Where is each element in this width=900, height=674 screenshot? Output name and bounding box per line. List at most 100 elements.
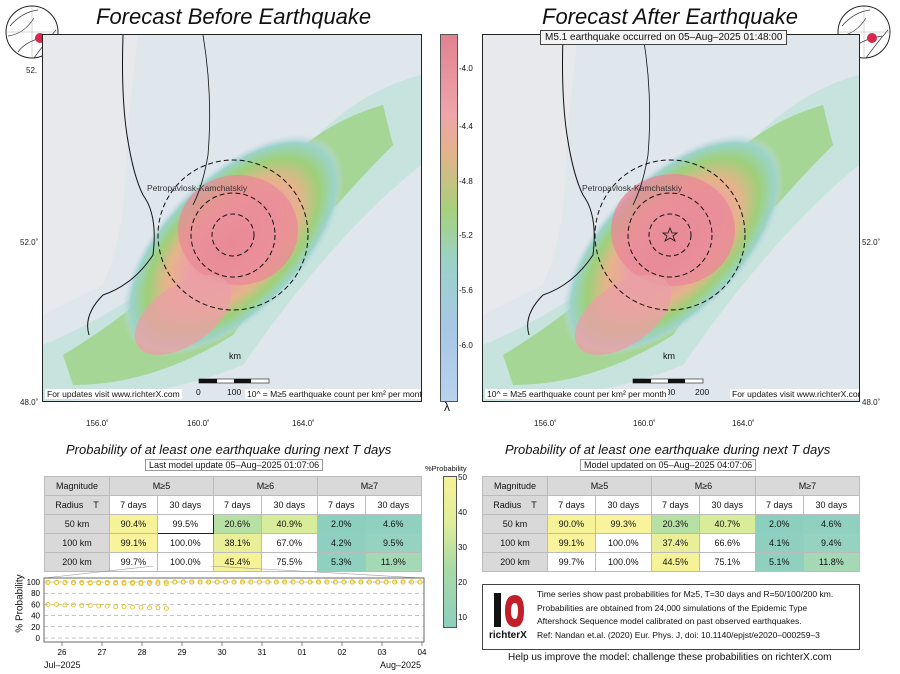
prob-cbar-tick: 10 [458, 613, 467, 622]
prob-cbar-tick: 20 [458, 578, 467, 587]
ts-point-series-3 [147, 605, 152, 611]
left-lat-tick-52: 52.0˚ [20, 238, 39, 247]
right-cell: 100.0% [594, 533, 652, 553]
right-table-hdr-radius-T: Radius T [482, 495, 548, 515]
probability-colorbar [443, 476, 457, 628]
right-updates-note: For updates visit www.richterX.com [730, 389, 859, 399]
right-cell: 2.0% [754, 514, 804, 534]
left-scale-tick-100: 100 [227, 387, 242, 397]
ts-point-series-3 [240, 579, 245, 585]
ts-point-series-2 [62, 580, 68, 586]
left-cell: 100.0% [156, 533, 214, 553]
left-cell: 99.1% [109, 533, 158, 553]
ts-point-series-3 [417, 579, 423, 585]
ts-xtick-label: 04 [418, 648, 427, 657]
right-lat-tick-48: 48.0˚ [862, 398, 881, 407]
left-update-note: Last model update 05–Aug–2025 01:07:06 [145, 459, 324, 471]
info-line-1: Time series show past probabilities for … [537, 589, 834, 599]
left-scale-tick-0: 0 [196, 387, 201, 397]
ts-point-series-3 [248, 579, 254, 585]
lambda-colorbar [440, 34, 458, 402]
ts-point-series-3 [113, 604, 119, 610]
ts-point-series-3 [256, 579, 262, 585]
ts-xtick-label: 26 [58, 648, 67, 657]
ts-point-series-3 [282, 579, 288, 585]
left-cell: 11.9% [364, 552, 423, 572]
left-cell: 5.3% [316, 552, 366, 572]
left-forecast-map[interactable]: Petropavlosk-Kamchatskiy km 0 100 200 Fo… [42, 34, 422, 402]
left-cell: 75.5% [260, 552, 318, 572]
ts-point-series-3 [290, 579, 296, 585]
callout-line-left [43, 566, 155, 579]
right-cell: 20.3% [650, 514, 700, 534]
ts-point-series-2 [79, 580, 85, 586]
right-hdr-T: T [531, 500, 537, 510]
ts-month-jul: Jul–2025 [44, 660, 81, 670]
left-lon-tick-160: 160.0˚ [187, 419, 210, 428]
ts-point-series-3 [333, 579, 338, 585]
ts-point-series-2 [147, 581, 152, 586]
right-forecast-map[interactable]: Petropavlosk-Kamchatskiy km 0 100 200 10… [482, 34, 860, 402]
info-box: richterX Time series show past probabili… [482, 584, 860, 650]
event-banner: M5.1 earthquake occurred on 05–Aug–2025 … [540, 30, 788, 45]
left-probability-table: Magnitude M≥5 M≥6 M≥7 Radius T 7 days 30… [44, 476, 423, 572]
ts-point-series-3 [96, 603, 102, 609]
right-period: 30 days [594, 495, 652, 515]
ts-xtick-label: 31 [258, 648, 267, 657]
ts-point-series-2 [121, 580, 127, 586]
ts-point-series-3 [214, 579, 220, 585]
left-lat-tick-top: 52. [26, 66, 38, 75]
right-table-hdr-m7: M≥7 [754, 476, 861, 496]
right-probability-table: Magnitude M≥5 M≥6 M≥7 Radius T 7 days 30… [482, 476, 861, 572]
ts-month-aug: Aug–2025 [380, 660, 422, 670]
ts-point-series-2 [87, 580, 93, 586]
info-line-2: Probabilities are obtained from 24,000 s… [537, 603, 808, 613]
info-line-4: Ref: Nandan et.al. (2020) Eur. Phys. J, … [537, 630, 820, 640]
ts-point-series-2 [104, 580, 110, 586]
ts-xtick-label: 02 [338, 648, 347, 657]
ts-ytick-label: 80 [31, 589, 40, 598]
right-scale-unit: km [663, 351, 675, 361]
ts-ytick-label: 0 [36, 634, 41, 643]
ts-point-series-3 [299, 579, 305, 585]
ts-point-series-2 [130, 580, 135, 586]
right-cell: 40.7% [698, 514, 756, 534]
right-table-hdr-magnitude: Magnitude [482, 476, 548, 496]
left-table-hdr-m6: M≥6 [212, 476, 318, 496]
right-lat-tick-52: 52.0˚ [862, 238, 881, 247]
ts-point-series-3 [180, 579, 186, 585]
left-cell: 38.1% [212, 533, 262, 553]
ts-point-series-3 [400, 579, 406, 585]
left-cell: 100.0% [156, 552, 214, 572]
ts-point-series-2 [96, 580, 102, 586]
ts-point-series-3 [62, 602, 68, 608]
ts-point-series-3 [324, 579, 330, 585]
ts-point-series-3 [79, 603, 85, 608]
ts-point-series-3 [189, 579, 195, 585]
footer-challenge-link[interactable]: Help us improve the model: challenge the… [508, 652, 832, 663]
right-cell: 99.7% [547, 552, 596, 572]
cbar-tick-4: -5.2 [459, 231, 473, 240]
prob-cbar-title: %Probability [425, 464, 467, 473]
left-hdr-radius: Radius [55, 500, 84, 510]
ts-point-series-3 [273, 579, 279, 585]
left-cell: 4.2% [316, 533, 366, 553]
ts-point-series-3 [366, 579, 372, 585]
ts-xtick-label: 30 [218, 648, 227, 657]
right-row-radius: 200 km [482, 552, 548, 572]
left-lon-tick-156: 156.0˚ [86, 419, 109, 428]
ts-xtick-label: 28 [138, 648, 147, 657]
cbar-tick-1: -4.0 [459, 64, 473, 73]
right-hdr-radius: Radius [493, 500, 522, 510]
left-lon-tick-164: 164.0˚ [292, 419, 315, 428]
right-cell: 44.5% [650, 552, 700, 572]
left-period: 7 days [316, 495, 366, 515]
ts-point-series-2 [70, 580, 76, 586]
ts-xtick-label: 03 [378, 648, 387, 657]
left-period: 7 days [109, 495, 158, 515]
ts-point-series-3 [349, 579, 355, 585]
ts-point-series-3 [392, 579, 398, 585]
right-cell: 100.0% [594, 552, 652, 572]
ts-point-series-3 [87, 603, 93, 608]
ts-ylabel: % Probability [14, 574, 26, 633]
